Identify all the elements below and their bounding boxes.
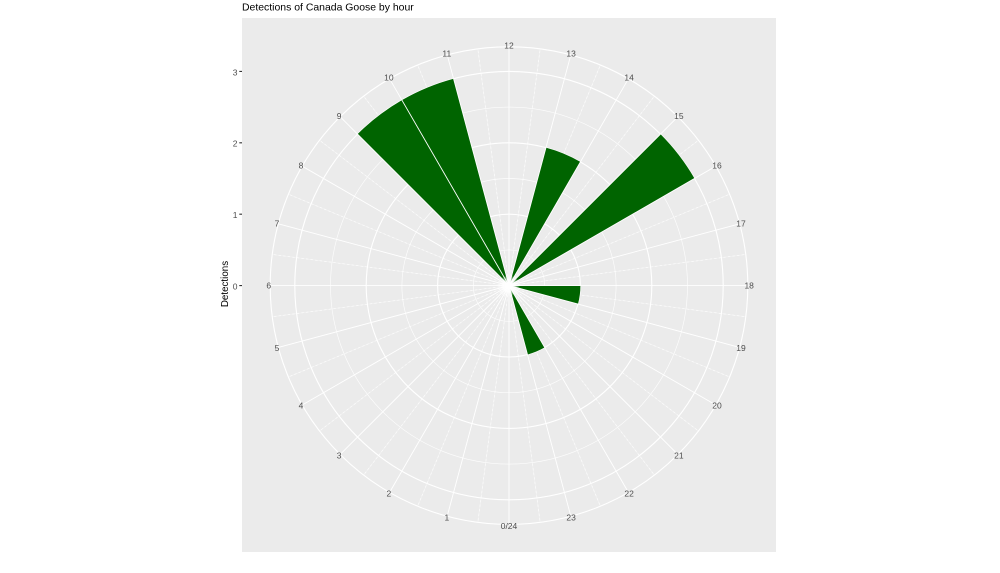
svg-text:Detections of Canada Goose by: Detections of Canada Goose by hour (242, 3, 414, 14)
svg-text:17: 17 (736, 218, 746, 228)
svg-text:0/24: 0/24 (501, 521, 518, 531)
svg-text:4: 4 (299, 401, 304, 411)
svg-text:6: 6 (266, 281, 271, 291)
svg-text:15: 15 (674, 111, 684, 121)
svg-text:1: 1 (233, 210, 238, 220)
svg-text:3: 3 (233, 67, 238, 77)
svg-text:9: 9 (337, 111, 342, 121)
svg-text:12: 12 (504, 40, 514, 50)
svg-text:5: 5 (275, 343, 280, 353)
svg-text:0: 0 (233, 282, 238, 292)
svg-text:16: 16 (712, 161, 722, 171)
svg-text:1: 1 (444, 513, 449, 523)
svg-text:18: 18 (744, 281, 754, 291)
svg-text:8: 8 (299, 161, 304, 171)
svg-text:7: 7 (275, 218, 280, 228)
svg-text:2: 2 (233, 139, 238, 149)
svg-text:14: 14 (624, 73, 634, 83)
svg-text:2: 2 (387, 489, 392, 499)
svg-text:23: 23 (566, 513, 576, 523)
svg-text:3: 3 (337, 450, 342, 460)
svg-text:22: 22 (624, 489, 634, 499)
svg-text:10: 10 (384, 73, 394, 83)
svg-text:21: 21 (674, 450, 684, 460)
svg-text:19: 19 (736, 343, 746, 353)
svg-text:20: 20 (712, 401, 722, 411)
svg-text:13: 13 (566, 49, 576, 59)
svg-text:Detections: Detections (220, 261, 231, 307)
svg-text:11: 11 (442, 49, 451, 59)
